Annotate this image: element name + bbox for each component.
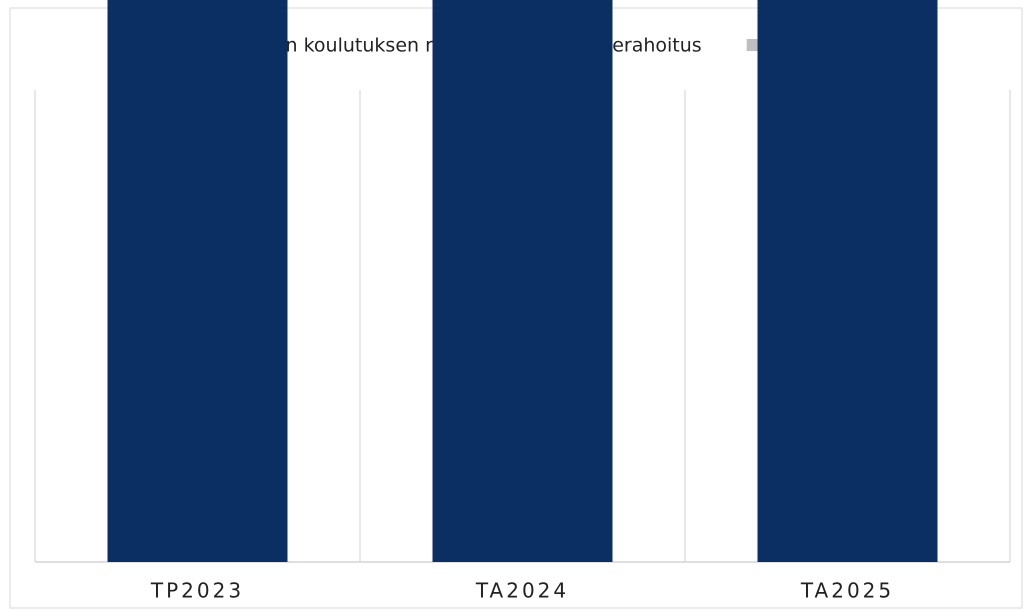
bar-segment <box>757 0 938 562</box>
legend-swatch <box>746 39 759 51</box>
x-tick-label: TP2023 <box>150 579 244 603</box>
x-tick-label: TA2025 <box>800 579 894 603</box>
bar-segment <box>107 0 288 562</box>
x-tick-label: TA2024 <box>475 579 569 603</box>
bar-segment <box>432 0 613 562</box>
